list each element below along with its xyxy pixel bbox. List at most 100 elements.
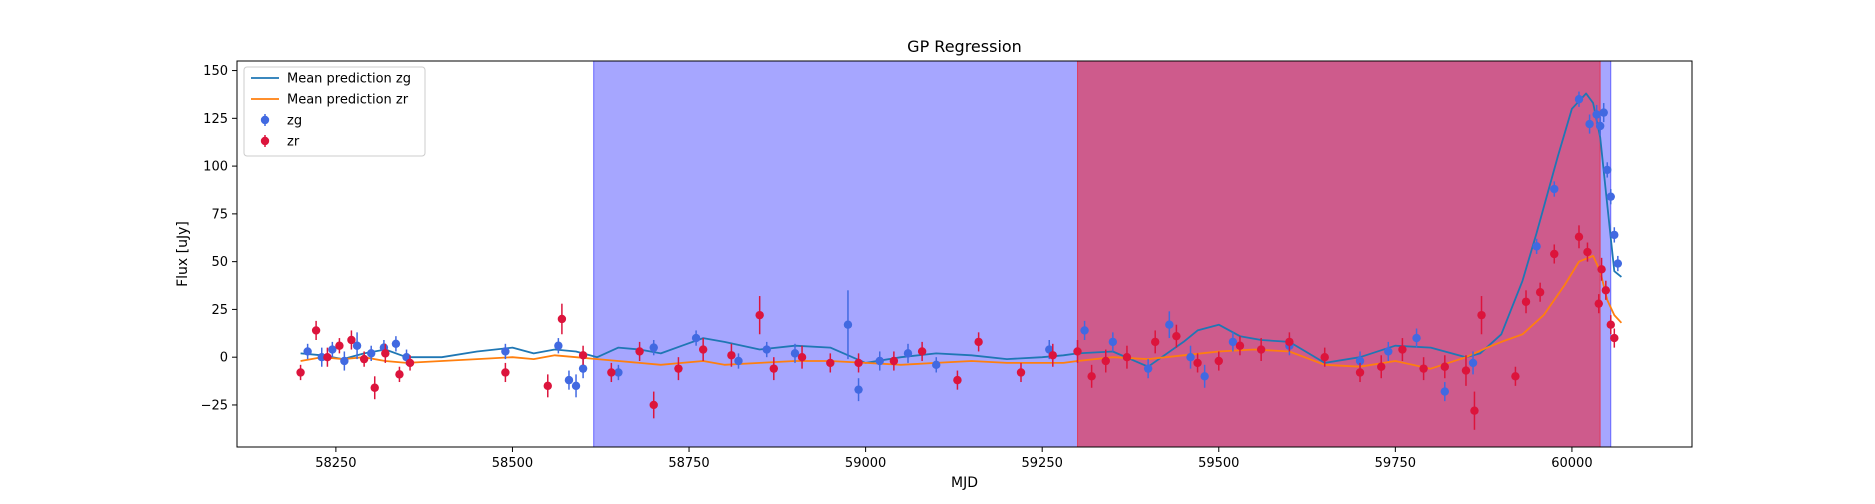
data-point-zr-23 [826, 358, 835, 368]
data-point-zr-41 [1285, 337, 1294, 347]
data-point-zr-45 [1398, 345, 1407, 354]
data-point-zr-56 [1583, 247, 1592, 257]
data-point-zr-15 [635, 347, 644, 356]
shaded-regions [593, 60, 1612, 448]
data-point-zr-19 [727, 351, 736, 360]
data-point-zg-22 [875, 356, 884, 366]
data-point-zr-54 [1550, 249, 1559, 259]
y-tick-label-25: 25 [211, 303, 228, 318]
data-point-zg-45 [1599, 108, 1608, 117]
data-point-zr-12 [557, 314, 567, 324]
data-point-zg-28 [1143, 364, 1153, 373]
data-point-zr-46 [1419, 364, 1428, 373]
data-point-zr-55 [1574, 232, 1584, 242]
legend-label-1: Mean prediction zr [287, 93, 409, 108]
data-point-zg-36 [1412, 333, 1421, 343]
data-point-zr-57 [1594, 299, 1603, 308]
data-point-zg-35 [1384, 347, 1393, 356]
data-point-zg-21 [854, 385, 863, 394]
shaded-region-1 [593, 60, 1612, 448]
mean-prediction-line-zg [300, 92, 1622, 368]
data-point-zg-41 [1574, 95, 1584, 104]
y-tick-label-75: 75 [211, 207, 228, 222]
data-point-zr-24 [854, 358, 863, 368]
data-point-zr-39 [1235, 341, 1245, 350]
data-point-zr-50 [1477, 310, 1486, 320]
data-point-zr-35 [1151, 337, 1160, 347]
data-point-zg-10 [554, 341, 563, 350]
data-point-zr-27 [953, 375, 962, 385]
data-point-zg-30 [1186, 352, 1195, 362]
x-tick-label-58500: 58500 [492, 456, 533, 471]
data-point-zr-60 [1606, 320, 1615, 329]
data-point-zr-30 [1048, 351, 1057, 360]
x-tick-label-59750: 59750 [1375, 456, 1416, 471]
data-point-zg-27 [1108, 337, 1118, 347]
x-tick-label-58750: 58750 [668, 456, 709, 471]
data-point-zr-8 [395, 370, 404, 379]
data-point-zg-2 [328, 345, 337, 354]
data-point-zg-43 [1592, 110, 1601, 119]
data-point-zg-48 [1610, 230, 1619, 240]
data-point-zg-32 [1228, 337, 1238, 347]
data-point-zr-14 [607, 368, 616, 377]
y-tick-label-125: 125 [203, 112, 228, 127]
x-tick-label-59250: 59250 [1022, 456, 1063, 471]
data-point-zr-9 [405, 358, 415, 368]
legend-label-3: zr [287, 135, 300, 150]
data-point-zr-3 [335, 341, 344, 350]
data-point-zr-25 [889, 356, 899, 366]
data-point-zg-12 [571, 381, 581, 391]
data-point-zr-29 [1016, 368, 1026, 377]
data-point-zr-43 [1355, 368, 1365, 377]
data-point-zr-11 [543, 381, 552, 391]
data-point-zr-1 [311, 326, 321, 335]
data-point-zg-23 [903, 349, 913, 358]
legend-box [243, 66, 426, 157]
legend-swatch-2 [260, 115, 270, 125]
mean-prediction-lines [300, 92, 1623, 370]
data-point-zg-18 [762, 345, 771, 354]
chart-title: GP Regression [907, 37, 1022, 56]
data-point-zr-20 [755, 310, 764, 320]
data-point-zg-15 [649, 343, 658, 352]
data-point-zr-28 [974, 337, 983, 347]
data-point-zg-31 [1200, 372, 1209, 381]
shaded-region-2 [1077, 60, 1601, 448]
data-point-zr-31 [1073, 347, 1082, 356]
data-point-zg-3 [340, 356, 349, 366]
data-point-zg-0 [303, 347, 312, 356]
y-axis-label: Flux [uJy] [175, 221, 191, 287]
data-point-zg-47 [1606, 192, 1615, 201]
data-point-zr-16 [649, 400, 658, 410]
data-point-zr-48 [1461, 366, 1471, 375]
x-axis-ticks: 58250 58500 58750 59000 59250 59500 59750 60000 [315, 447, 1593, 471]
data-point-zr-37 [1193, 358, 1202, 368]
y-tick-label-50: 50 [211, 255, 228, 270]
data-point-zg-13 [578, 364, 588, 373]
data-point-zg-37 [1440, 387, 1449, 396]
y-tick-label-100: 100 [203, 160, 228, 175]
data-point-zr-58 [1597, 265, 1606, 274]
data-point-zg-49 [1613, 259, 1623, 268]
x-tick-label-59000: 59000 [845, 456, 886, 471]
data-point-zr-44 [1377, 362, 1386, 371]
legend-label-2: zg [287, 114, 302, 129]
data-point-zr-13 [578, 351, 588, 360]
data-point-zr-36 [1172, 331, 1181, 341]
data-point-zg-17 [734, 356, 743, 366]
data-point-zg-14 [614, 368, 623, 377]
data-point-zr-47 [1440, 362, 1449, 371]
x-tick-label-58250: 58250 [315, 456, 356, 471]
data-point-zr-42 [1320, 352, 1329, 362]
mean-prediction-line-zr [300, 254, 1623, 370]
data-point-zr-52 [1521, 297, 1531, 306]
data-point-zr-26 [917, 347, 927, 356]
data-point-zr-7 [381, 349, 390, 358]
data-point-zr-61 [1610, 333, 1619, 343]
legend-label-0: Mean prediction zg [287, 72, 411, 87]
data-point-zr-53 [1535, 288, 1545, 297]
data-point-zr-38 [1214, 356, 1223, 366]
data-point-zg-4 [352, 341, 362, 350]
